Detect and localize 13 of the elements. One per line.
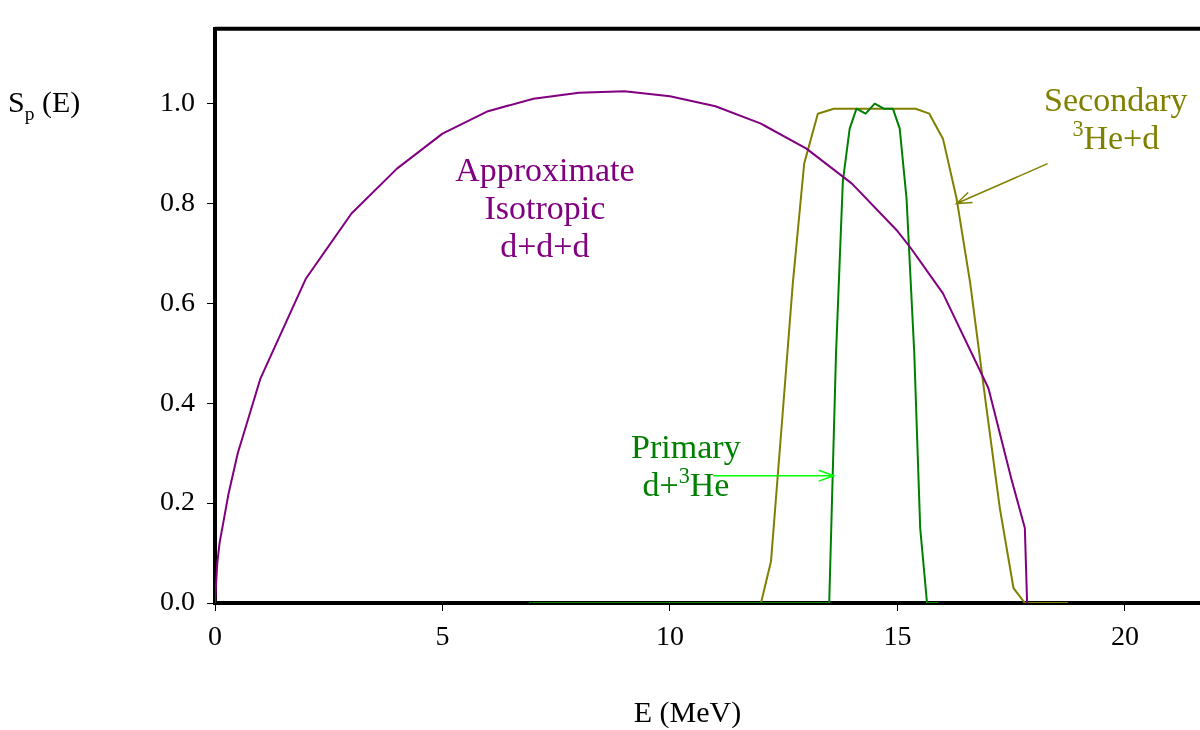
x-tick-label: 0	[208, 620, 222, 652]
y-tick-label: 0.8	[160, 185, 195, 217]
x-tick-label: 20	[1110, 620, 1139, 652]
y-tick-label: 0.4	[160, 385, 195, 417]
x-axis-title: E (MeV)	[633, 695, 742, 729]
x-tick-label: 5	[435, 620, 450, 652]
y-tick-label: 0.0	[160, 585, 195, 617]
x-tick-label: 15	[883, 620, 912, 652]
y-tick-label: 0.2	[160, 485, 195, 517]
x-tick-label: 10	[655, 620, 684, 652]
series-label: Approximate Isotropic d+d+d	[455, 151, 635, 265]
y-tick-label: 1.0	[160, 86, 195, 118]
y-tick-label: 0.6	[160, 285, 195, 317]
